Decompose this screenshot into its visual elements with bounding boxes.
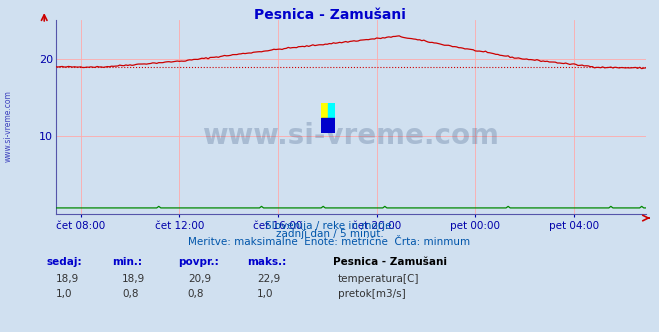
Text: temperatura[C]: temperatura[C] xyxy=(338,274,420,284)
Text: pretok[m3/s]: pretok[m3/s] xyxy=(338,289,406,299)
Bar xyxy=(328,103,335,118)
Text: sedaj:: sedaj: xyxy=(46,257,82,267)
Text: Pesnica - Zamušani: Pesnica - Zamušani xyxy=(254,8,405,22)
Bar xyxy=(321,118,335,133)
Text: www.si-vreme.com: www.si-vreme.com xyxy=(202,123,500,150)
Text: 22,9: 22,9 xyxy=(257,274,280,284)
Text: Meritve: maksimalne  Enote: metrične  Črta: minmum: Meritve: maksimalne Enote: metrične Črta… xyxy=(188,237,471,247)
Text: Slovenija / reke in morje.: Slovenija / reke in morje. xyxy=(264,221,395,231)
Text: zadnji dan / 5 minut.: zadnji dan / 5 minut. xyxy=(275,229,384,239)
Text: www.si-vreme.com: www.si-vreme.com xyxy=(3,90,13,162)
Bar xyxy=(321,103,328,118)
Text: Pesnica - Zamušani: Pesnica - Zamušani xyxy=(333,257,447,267)
Text: maks.:: maks.: xyxy=(247,257,287,267)
Text: 1,0: 1,0 xyxy=(56,289,72,299)
Text: min.:: min.: xyxy=(112,257,142,267)
Text: 1,0: 1,0 xyxy=(257,289,273,299)
Text: povpr.:: povpr.: xyxy=(178,257,219,267)
Text: 0,8: 0,8 xyxy=(122,289,138,299)
Text: 18,9: 18,9 xyxy=(122,274,145,284)
Text: 20,9: 20,9 xyxy=(188,274,211,284)
Text: 18,9: 18,9 xyxy=(56,274,79,284)
Text: 0,8: 0,8 xyxy=(188,289,204,299)
